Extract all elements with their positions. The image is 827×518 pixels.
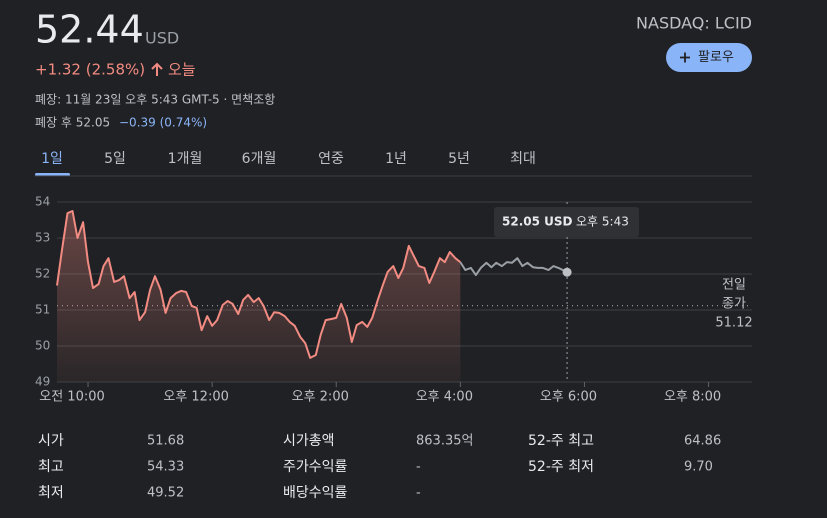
- stat-label: 최저: [38, 485, 64, 501]
- x-tick-label: 오전 10:00: [39, 390, 105, 405]
- reference-label: 종가: [722, 297, 746, 312]
- price-line: [459, 257, 568, 277]
- stat-value: 54.33: [147, 460, 184, 475]
- y-tick-label: 51: [35, 303, 50, 317]
- y-tick-label: 50: [35, 339, 50, 353]
- tab[interactable]: 연중: [318, 151, 344, 167]
- stats: 시가 51.68 시가총액 863.35억 52-주 최고 64.86 최고 54.33 주가수…: [38, 433, 721, 501]
- plus-icon[interactable]: [680, 52, 690, 63]
- stat-value: -: [416, 460, 421, 475]
- follow-button-bg[interactable]: [666, 43, 752, 72]
- tab[interactable]: 1일: [41, 151, 63, 167]
- y-tick-label: 52: [35, 267, 50, 281]
- stat-value: 863.35억: [416, 434, 473, 449]
- y-tick-label: 54: [35, 195, 50, 209]
- tab[interactable]: 최대: [510, 151, 536, 167]
- change-period: 오늘: [168, 61, 196, 79]
- stat-label: 시가총액: [283, 433, 335, 449]
- tab[interactable]: 5일: [104, 151, 126, 167]
- closed-note: 폐장: 11월 23일 오후 5:43 GMT-5 · 면책조항: [35, 92, 275, 107]
- price-line: [56, 210, 461, 359]
- tab-underline: [35, 173, 70, 176]
- follow-button[interactable]: 팔로우: [666, 43, 752, 72]
- tabs: 1일 5일 1개월 6개월 연중 1년 5년 최대: [35, 151, 752, 177]
- after-hours-change: −0.39 (0.74%): [119, 116, 207, 130]
- stat-value: 51.68: [147, 434, 184, 449]
- y-tick-label: 53: [35, 231, 50, 245]
- stat-value: 9.70: [684, 460, 713, 475]
- y-tick-label: 49: [35, 375, 50, 389]
- after-hours: 폐장 후 52.05: [35, 116, 110, 130]
- tooltip-price: 52.05 USD: [502, 215, 573, 229]
- tab[interactable]: 1년: [385, 151, 407, 167]
- price: 52.44: [35, 8, 144, 52]
- follow-label[interactable]: 팔로우: [698, 50, 734, 65]
- tab[interactable]: 6개월: [242, 151, 277, 167]
- stat-label: 52-주 최고: [528, 433, 594, 449]
- stat-value: 49.52: [147, 486, 184, 501]
- chart: 49 50 51 52 53 54 오전 10:00 오후 12:00 오후 2:00 오후 4:…: [35, 195, 753, 405]
- reference-value: 51.12: [715, 316, 752, 331]
- hover-dot: [562, 267, 572, 277]
- stat-label: 52-주 최저: [528, 459, 594, 475]
- tab[interactable]: 5년: [448, 151, 470, 167]
- tab[interactable]: 1개월: [168, 151, 203, 167]
- x-tick-label: 오후 8:00: [664, 390, 721, 405]
- reference-label: 전일: [722, 278, 746, 293]
- x-tick-label: 오후 2:00: [292, 390, 349, 405]
- stat-value: 64.86: [684, 434, 721, 449]
- x-tick-label: 오후 12:00: [163, 390, 229, 405]
- tooltip-bg: [494, 207, 639, 237]
- stat-label: 최고: [38, 459, 64, 475]
- stat-label: 주가수익률: [283, 459, 348, 475]
- x-tick-label: 오후 4:00: [416, 390, 473, 405]
- x-tick-label: 오후 6:00: [540, 390, 597, 405]
- change: +1.32 (2.58%): [35, 61, 145, 79]
- tooltip-time: 오후 5:43: [576, 215, 629, 229]
- area: [57, 211, 461, 382]
- currency: USD: [145, 29, 179, 48]
- ticker: NASDAQ: LCID: [636, 14, 752, 33]
- up-arrow: [151, 62, 163, 76]
- stat-label: 배당수익률: [283, 485, 348, 501]
- stat-value: -: [416, 486, 421, 501]
- stat-label: 시가: [38, 433, 64, 449]
